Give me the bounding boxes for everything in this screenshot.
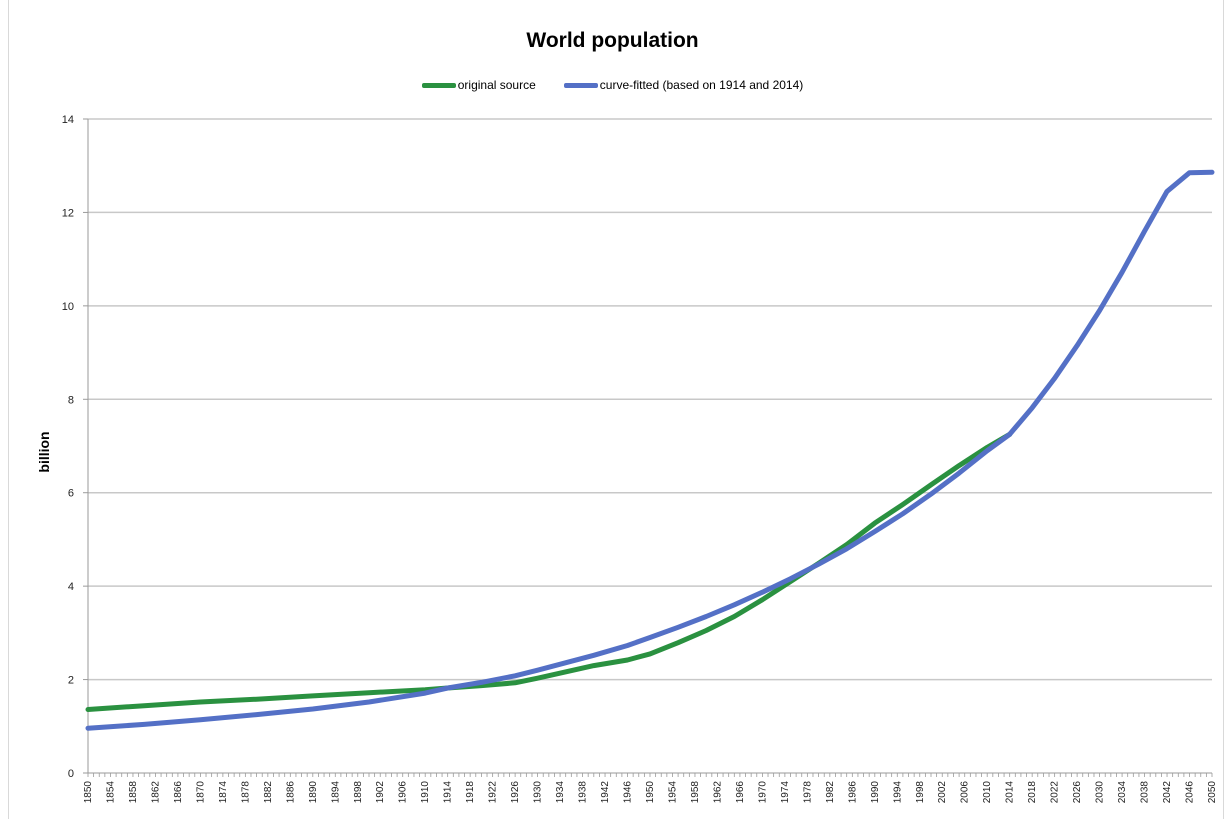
x-tick-label-1906: 1906 (398, 781, 409, 804)
x-tick-label-1966: 1966 (735, 781, 746, 804)
y-tick-label-6: 6 (68, 488, 74, 500)
x-tick-label-2022: 2022 (1050, 781, 1061, 804)
y-tick-label-14: 14 (62, 114, 74, 126)
x-tick-label-1918: 1918 (465, 781, 476, 804)
x-tick-label-2026: 2026 (1072, 781, 1083, 804)
x-tick-label-1990: 1990 (870, 781, 881, 804)
legend-swatch-curve-fitted (563, 82, 598, 88)
x-tick-label-1898: 1898 (353, 781, 364, 804)
x-tick-label-1934: 1934 (555, 781, 566, 804)
x-tick-label-1970: 1970 (757, 781, 768, 804)
x-tick-label-1994: 1994 (892, 781, 903, 804)
y-tick-label-10: 10 (62, 301, 74, 313)
chart-legend: original source curve-fitted (based on 1… (0, 78, 1225, 92)
y-tick-label-4: 4 (68, 581, 74, 593)
x-tick-label-1914: 1914 (443, 781, 454, 804)
x-tick-label-1870: 1870 (195, 781, 206, 804)
x-tick-label-1890: 1890 (308, 781, 319, 804)
x-tick-label-1882: 1882 (263, 781, 274, 804)
x-tick-label-1850: 1850 (83, 781, 94, 804)
x-tick-label-2034: 2034 (1117, 781, 1128, 804)
x-tick-label-1958: 1958 (690, 781, 701, 804)
x-tick-label-2018: 2018 (1027, 781, 1038, 804)
legend-item-curve-fitted: curve-fitted (based on 1914 and 2014) (563, 78, 804, 92)
x-tick-label-1946: 1946 (623, 781, 634, 804)
x-tick-label-1866: 1866 (173, 781, 184, 804)
x-tick-label-2038: 2038 (1140, 781, 1151, 804)
x-tick-label-1982: 1982 (825, 781, 836, 804)
x-tick-label-1950: 1950 (645, 781, 656, 804)
legend-label-original-source: original source (457, 78, 536, 92)
x-tick-label-1878: 1878 (240, 781, 251, 804)
series-line-curve-fitted (85, 169, 1215, 731)
x-tick-label-1930: 1930 (533, 781, 544, 804)
x-tick-label-1910: 1910 (420, 781, 431, 804)
x-tick-label-1962: 1962 (712, 781, 723, 804)
x-tick-label-2014: 2014 (1005, 781, 1016, 804)
x-tick-label-2006: 2006 (960, 781, 971, 804)
x-tick-label-1938: 1938 (578, 781, 589, 804)
chart-title: World population (526, 29, 699, 52)
y-tick-label-12: 12 (62, 207, 74, 219)
y-tick-label-2: 2 (68, 675, 74, 687)
y-tick-label-0: 0 (68, 768, 74, 780)
legend-item-original-source: original source (421, 78, 536, 92)
x-tick-label-2030: 2030 (1095, 781, 1106, 804)
y-axis-label: billion (36, 431, 52, 472)
legend-swatch-original-source (421, 82, 456, 88)
x-tick-label-1974: 1974 (780, 781, 791, 804)
x-tick-label-1862: 1862 (150, 781, 161, 804)
chart-frame (8, 0, 1224, 819)
x-tick-label-1942: 1942 (600, 781, 611, 804)
x-tick-label-1926: 1926 (510, 781, 521, 804)
x-tick-label-1894: 1894 (330, 781, 341, 804)
x-tick-label-2046: 2046 (1185, 781, 1196, 804)
legend-label-curve-fitted: curve-fitted (based on 1914 and 2014) (599, 78, 804, 92)
x-tick-label-1978: 1978 (802, 781, 813, 804)
x-tick-label-1902: 1902 (375, 781, 386, 804)
x-tick-label-2010: 2010 (982, 781, 993, 804)
series-line-original-source (85, 431, 1013, 712)
x-tick-label-1954: 1954 (667, 781, 678, 804)
x-tick-label-1922: 1922 (488, 781, 499, 804)
x-tick-label-2050: 2050 (1207, 781, 1218, 804)
x-tick-label-1874: 1874 (218, 781, 229, 804)
x-tick-label-1986: 1986 (847, 781, 858, 804)
x-tick-label-2002: 2002 (937, 781, 948, 804)
x-tick-label-1886: 1886 (285, 781, 296, 804)
x-tick-label-1858: 1858 (128, 781, 139, 804)
x-tick-label-1854: 1854 (105, 781, 116, 804)
x-tick-label-1998: 1998 (915, 781, 926, 804)
y-tick-label-8: 8 (68, 394, 74, 406)
x-tick-label-2042: 2042 (1162, 781, 1173, 804)
